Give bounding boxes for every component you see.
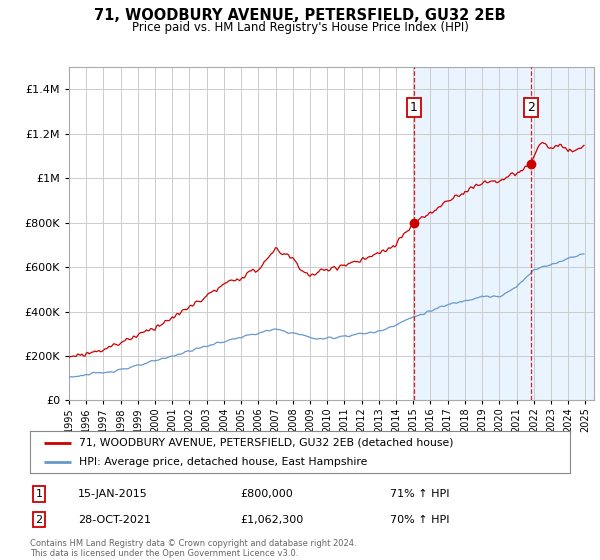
Text: 15-JAN-2015: 15-JAN-2015 xyxy=(78,489,148,499)
Text: 71, WOODBURY AVENUE, PETERSFIELD, GU32 2EB (detached house): 71, WOODBURY AVENUE, PETERSFIELD, GU32 2… xyxy=(79,437,453,447)
Text: Price paid vs. HM Land Registry's House Price Index (HPI): Price paid vs. HM Land Registry's House … xyxy=(131,21,469,34)
Text: Contains HM Land Registry data © Crown copyright and database right 2024.
This d: Contains HM Land Registry data © Crown c… xyxy=(30,539,356,558)
Text: 70% ↑ HPI: 70% ↑ HPI xyxy=(390,515,449,525)
Text: 2: 2 xyxy=(35,515,43,525)
Text: 71% ↑ HPI: 71% ↑ HPI xyxy=(390,489,449,499)
Text: HPI: Average price, detached house, East Hampshire: HPI: Average price, detached house, East… xyxy=(79,457,367,467)
Text: 28-OCT-2021: 28-OCT-2021 xyxy=(78,515,151,525)
Text: £1,062,300: £1,062,300 xyxy=(240,515,303,525)
Text: 1: 1 xyxy=(410,101,418,114)
Bar xyxy=(414,67,600,400)
Text: £800,000: £800,000 xyxy=(240,489,293,499)
Text: 71, WOODBURY AVENUE, PETERSFIELD, GU32 2EB: 71, WOODBURY AVENUE, PETERSFIELD, GU32 2… xyxy=(94,8,506,24)
Text: 1: 1 xyxy=(35,489,43,499)
Text: 2: 2 xyxy=(527,101,535,114)
